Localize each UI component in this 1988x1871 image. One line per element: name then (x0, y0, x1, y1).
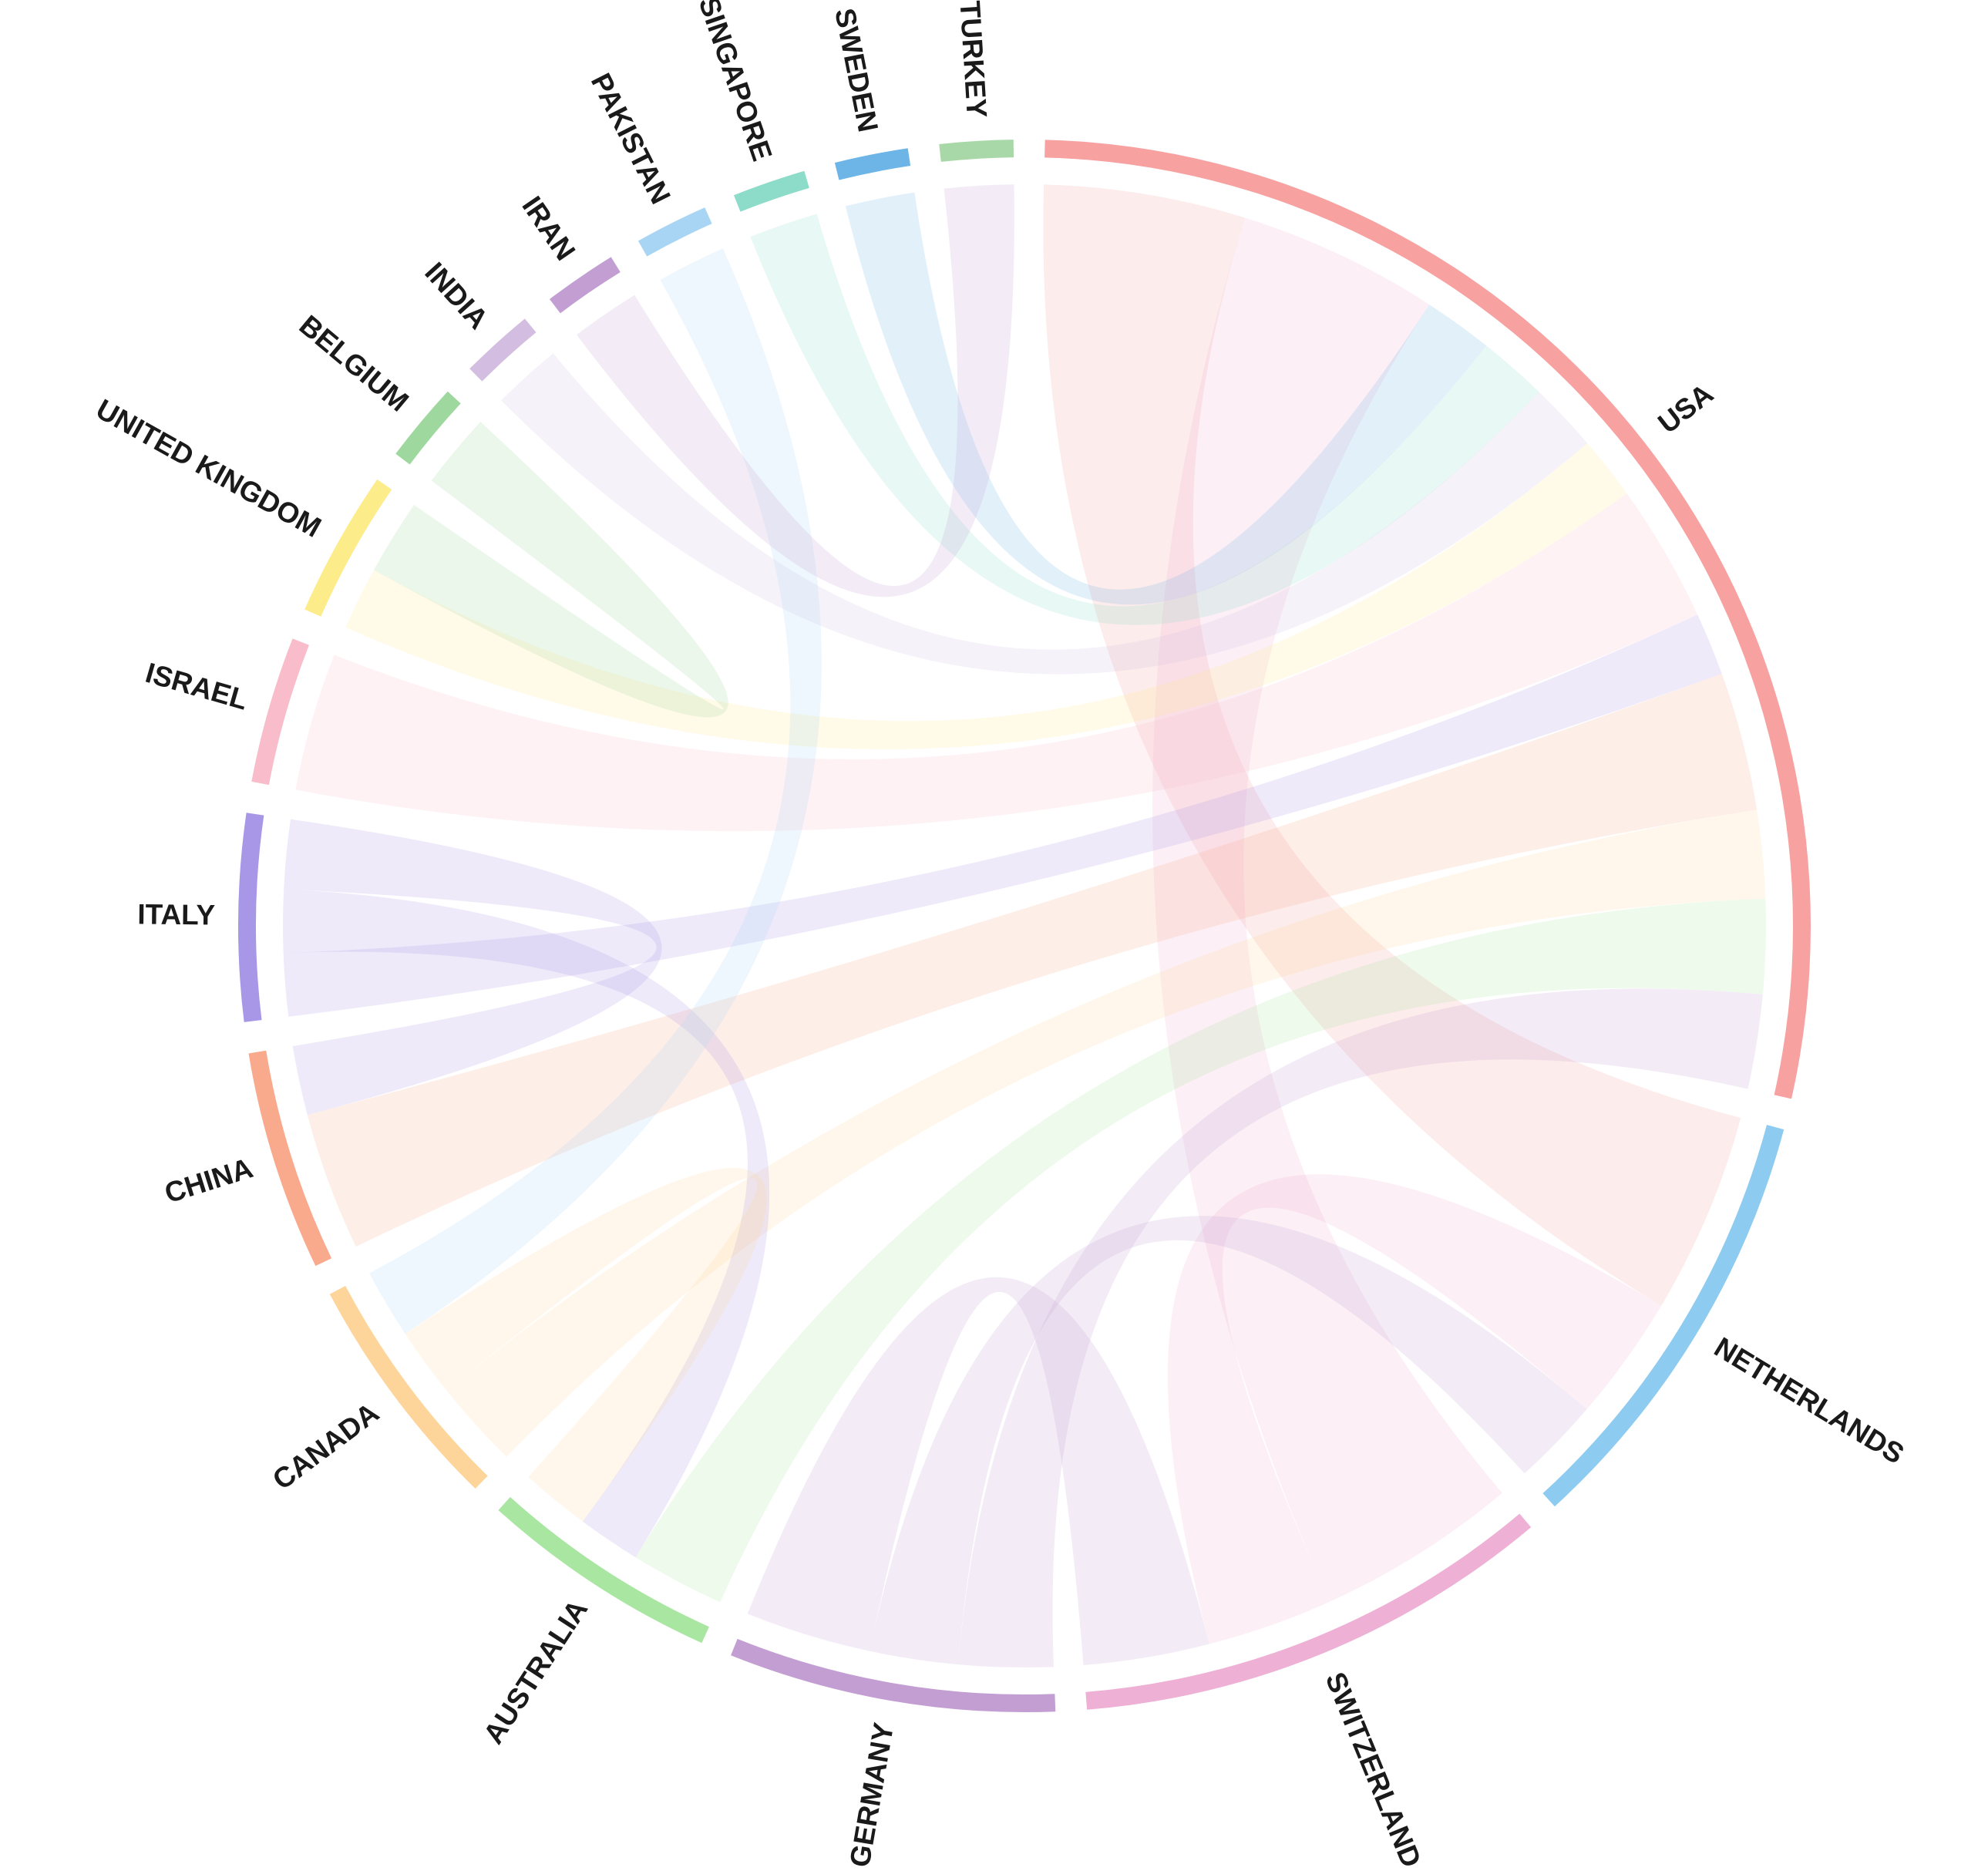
ribbons (283, 184, 1767, 1667)
ribbon (307, 673, 1758, 1247)
node-arc (248, 1050, 332, 1267)
ribbon (284, 819, 662, 1116)
node-arc (238, 813, 264, 1022)
ribbon (1152, 217, 1502, 1602)
node-label: INDIA (419, 257, 494, 335)
node-arc (498, 1496, 709, 1644)
node-label: BELGIUM (294, 309, 415, 418)
node-arc (939, 140, 1014, 162)
ribbon (345, 443, 1627, 749)
ribbon (870, 1216, 1587, 1665)
node-label: SWEDEN (829, 5, 884, 134)
node-arc (1085, 1513, 1532, 1710)
arcs (238, 140, 1811, 1712)
node-arc (251, 638, 309, 786)
node-label: UNITED KINGDOM (91, 393, 326, 543)
ribbon (845, 192, 1487, 605)
ribbon (577, 184, 1014, 597)
ribbon (501, 353, 1588, 675)
node-arc (834, 148, 911, 180)
ribbon (405, 1167, 767, 1522)
node-arc (395, 391, 461, 465)
node-arc (549, 257, 621, 314)
ribbon (957, 988, 1763, 1667)
node-label: USA (1652, 378, 1719, 439)
ribbon (635, 898, 1767, 1603)
node-arc (731, 1638, 1056, 1712)
node-arc (637, 207, 712, 257)
ribbon (283, 614, 1722, 1017)
ribbon (750, 214, 1539, 625)
ribbon (1167, 1174, 1662, 1644)
node-label: TURKEY (954, 0, 993, 119)
node-label: PAKISTAN (585, 69, 677, 209)
node-label: CHINA (161, 1152, 257, 1209)
node-label: NETHERLANDS (1709, 1331, 1909, 1470)
ribbon (446, 809, 1766, 1457)
node-label: IRAN (516, 190, 581, 266)
node-label: AUSTRALIA (477, 1594, 594, 1749)
ribbon (1043, 184, 1741, 1306)
node-label: CANADA (267, 1397, 385, 1496)
node-label: ISRAEL (142, 657, 251, 716)
node-arc (1542, 1125, 1784, 1507)
node-label: SINGAPORE (693, 0, 779, 165)
node-arc (304, 479, 392, 617)
ribbon (373, 422, 728, 718)
node-label: SWITZERLAND (1320, 1667, 1428, 1871)
ribbon (295, 493, 1698, 832)
node-label: ITALY (137, 898, 215, 930)
node-label: GERMANY (844, 1720, 900, 1869)
ribbon (747, 1277, 1209, 1665)
node-arc (469, 318, 537, 382)
node-arc (329, 1285, 488, 1489)
node-arc (733, 170, 809, 212)
